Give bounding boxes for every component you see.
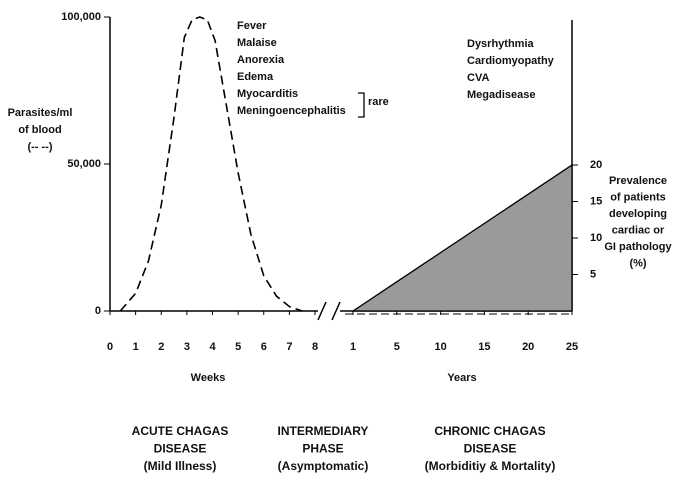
x-tick-label: 4: [209, 341, 216, 353]
phase-label: (Asymptomatic): [278, 459, 369, 473]
y-tick-label: 5: [590, 268, 596, 280]
x-tick-label: 25: [566, 341, 578, 353]
axis-break: [317, 301, 327, 321]
y-tick-label: 20: [590, 159, 602, 171]
annotation: Megadisease: [467, 89, 535, 101]
annotation: Malaise: [237, 37, 277, 49]
x-tick-label: 5: [394, 341, 400, 353]
phase-label: INTERMEDIARY: [278, 424, 369, 438]
bracket: [358, 92, 365, 118]
phase-label: CHRONIC CHAGAS: [434, 424, 545, 438]
annotation: Cardiomyopathy: [467, 55, 555, 67]
annotation: Anorexia: [237, 54, 285, 66]
parasite-curve: [119, 16, 303, 312]
y-tick-label: 15: [590, 195, 602, 207]
x-tick-label: 0: [107, 341, 113, 353]
axis-break: [331, 301, 341, 321]
annotation: Fever: [237, 20, 267, 32]
x-tick-label: 3: [184, 341, 190, 353]
phase-label: DISEASE: [154, 442, 207, 456]
y-axis-label: Parasites/ml: [8, 107, 73, 119]
bracket-label: rare: [368, 96, 389, 108]
x-tick-label: 6: [261, 341, 267, 353]
x-tick-label: 5: [235, 341, 241, 353]
y-tick-label: 0: [95, 305, 101, 317]
phase-label: (Mild Illness): [144, 459, 217, 473]
y-axis-label: of patients: [610, 191, 666, 203]
y-axis-label: GI pathology: [604, 241, 672, 253]
annotation: Edema: [237, 71, 274, 83]
x-axis-label: Years: [447, 372, 476, 384]
annotation: Meningoencephalitis: [237, 105, 346, 117]
x-tick-label: 20: [522, 341, 534, 353]
annotation: Myocarditis: [237, 88, 298, 100]
x-tick-label: 2: [158, 341, 164, 353]
x-tick-label: 15: [478, 341, 490, 353]
y-axis-label: (-- --): [27, 141, 52, 153]
x-tick-label: 8: [312, 341, 318, 353]
annotation: CVA: [467, 72, 489, 84]
y-axis-label: developing: [609, 208, 667, 220]
x-tick-label: 10: [434, 341, 446, 353]
x-tick-label: 7: [286, 341, 292, 353]
y-tick-label: 100,000: [61, 11, 101, 23]
x-axis-label: Weeks: [191, 372, 226, 384]
y-tick-label: 10: [590, 232, 602, 244]
y-axis-label: cardiac or: [612, 224, 665, 236]
prevalence-area: [350, 163, 573, 312]
y-axis-label: Prevalence: [609, 175, 667, 187]
x-tick-label: 1: [350, 341, 356, 353]
annotation: Dysrhythmia: [467, 38, 535, 50]
y-tick-label: 50,000: [67, 158, 101, 170]
phase-label: PHASE: [302, 442, 343, 456]
y-axis-label: of blood: [18, 124, 61, 136]
phase-label: DISEASE: [464, 442, 517, 456]
phase-label: (Morbiditiy & Mortality): [425, 459, 556, 473]
x-tick-label: 1: [133, 341, 139, 353]
phase-label: ACUTE CHAGAS: [132, 424, 229, 438]
y-axis-label: (%): [629, 257, 646, 269]
